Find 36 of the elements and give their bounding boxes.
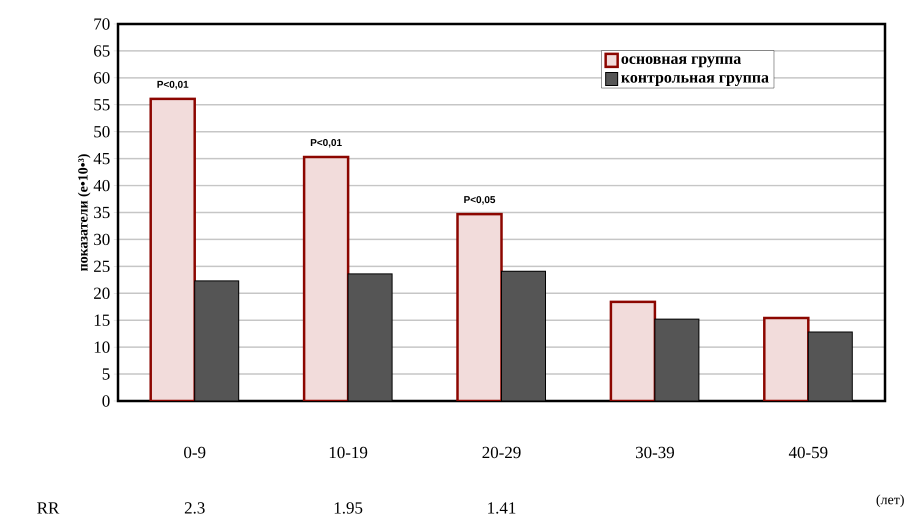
y-tick-label: 20 — [94, 288, 110, 299]
y-tick-label: 45 — [94, 152, 110, 164]
text: 1.41 — [488, 502, 516, 514]
bar — [194, 280, 240, 401]
y-tick-label: 65 — [94, 45, 110, 57]
y-tick-label: 70 — [94, 18, 110, 30]
annotation: P<0,01 — [310, 139, 342, 148]
y-tick-label: 30 — [94, 234, 110, 246]
bar — [654, 318, 700, 401]
x-tick-label: 0-9 — [184, 446, 206, 458]
y-tick-label: 5 — [102, 368, 110, 380]
bar — [501, 270, 546, 401]
x-tick-label: 10-19 — [330, 446, 368, 458]
y-tick-label: 0 — [102, 395, 110, 407]
text: RR — [37, 502, 60, 514]
y-tick-label: 35 — [94, 206, 110, 218]
x-tick-label: 30-39 — [636, 446, 674, 458]
y-tick-label: 40 — [94, 180, 110, 192]
legend-label: основная группа — [622, 56, 742, 68]
x-tick-label: 40-59 — [788, 446, 828, 458]
y-tick-label: 55 — [94, 99, 110, 110]
y-tick-label: 25 — [94, 260, 110, 272]
y-tick-label: 10 — [94, 341, 110, 353]
bar — [808, 332, 853, 401]
bar — [348, 273, 393, 401]
legend-label: контрольная группа — [621, 75, 769, 86]
y-tick-label: 60 — [94, 72, 110, 84]
annotation: P<0,05 — [464, 196, 496, 205]
y-tick-label: 15 — [94, 314, 110, 326]
y-tick-label: 50 — [94, 126, 110, 138]
x-axis-title: (лет) — [876, 494, 904, 508]
x-tick-label: 20-29 — [482, 446, 521, 458]
text: 1.95 — [334, 502, 362, 514]
annotation: P<0,01 — [157, 80, 188, 90]
text: 2.3 — [184, 502, 205, 514]
y-axis-title: показатели (е•10•³) — [78, 154, 90, 272]
